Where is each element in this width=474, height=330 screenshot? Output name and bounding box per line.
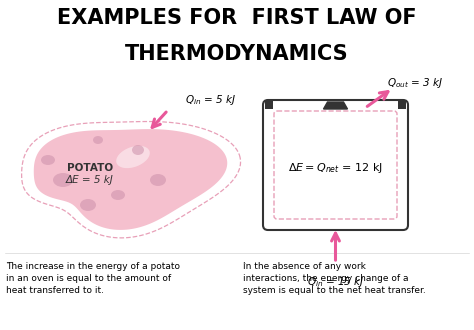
Text: $\Delta E = Q_{net}$ = 12 kJ: $\Delta E = Q_{net}$ = 12 kJ [288, 161, 383, 175]
Text: heat transferred to it.: heat transferred to it. [6, 286, 104, 295]
Ellipse shape [93, 136, 103, 144]
Text: EXAMPLES FOR  FIRST LAW OF: EXAMPLES FOR FIRST LAW OF [57, 8, 417, 28]
Polygon shape [34, 129, 227, 230]
Ellipse shape [132, 145, 144, 155]
Text: $Q_{out}$ = 3 kJ: $Q_{out}$ = 3 kJ [387, 76, 443, 90]
Text: POTATO: POTATO [67, 163, 113, 173]
Text: interactions, the energy change of a: interactions, the energy change of a [243, 274, 409, 283]
Polygon shape [265, 101, 273, 109]
Text: .: . [6, 254, 10, 267]
Text: In the absence of any work: In the absence of any work [243, 262, 366, 271]
Text: THERMODYNAMICS: THERMODYNAMICS [125, 44, 349, 64]
Ellipse shape [80, 199, 96, 211]
Ellipse shape [150, 174, 166, 186]
Text: $Q_{in}$ = 5 kJ: $Q_{in}$ = 5 kJ [185, 93, 236, 107]
Ellipse shape [111, 190, 125, 200]
Text: $Q_{in}$ = 15 kJ: $Q_{in}$ = 15 kJ [307, 275, 365, 289]
Polygon shape [323, 102, 347, 109]
Ellipse shape [41, 155, 55, 165]
Polygon shape [398, 101, 406, 109]
Text: system is equal to the net heat transfer.: system is equal to the net heat transfer… [243, 286, 426, 295]
Text: ΔE = 5 kJ: ΔE = 5 kJ [66, 175, 114, 185]
Ellipse shape [53, 173, 73, 187]
Text: .: . [243, 254, 247, 267]
Text: in an oven is equal to the amount of: in an oven is equal to the amount of [6, 274, 171, 283]
Ellipse shape [116, 146, 150, 168]
FancyBboxPatch shape [263, 100, 408, 230]
Text: The increase in the energy of a potato: The increase in the energy of a potato [6, 262, 180, 271]
